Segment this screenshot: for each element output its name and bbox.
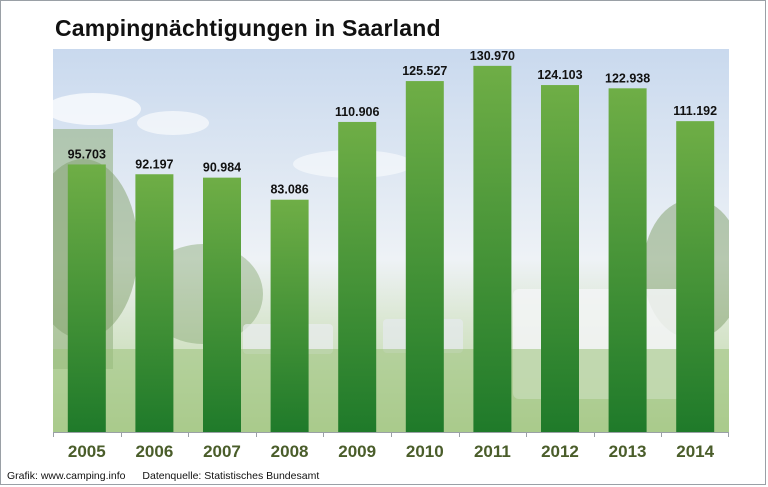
bar-2009 xyxy=(338,121,377,432)
x-tick-mark xyxy=(53,432,54,437)
x-tick-mark xyxy=(728,432,729,437)
x-tick-label-2007: 2007 xyxy=(203,442,241,461)
bar-2010 xyxy=(405,81,444,432)
bar-2005 xyxy=(67,164,106,432)
plot-area: 95.703 92.197 90.984 83.086 110.906 125.527 13… xyxy=(53,49,729,432)
x-tick-mark xyxy=(188,432,190,437)
value-label-2010: 125.527 xyxy=(402,64,447,78)
source-text: Datenquelle: Statistisches Bundesamt xyxy=(142,470,320,482)
value-label-2014: 111.192 xyxy=(673,104,717,118)
x-tick-mark xyxy=(661,432,663,437)
bar-2006 xyxy=(135,174,174,432)
bar-2008 xyxy=(270,199,309,432)
x-tick-mark xyxy=(458,432,460,437)
x-tick-mark xyxy=(391,432,392,437)
value-label-2007: 90.984 xyxy=(203,161,241,175)
x-tick-label-2006: 2006 xyxy=(135,442,174,461)
x-tick-label-2008: 2008 xyxy=(270,442,309,461)
value-label-2012: 124.103 xyxy=(537,68,582,82)
bar-2014 xyxy=(676,121,715,432)
chart-title: Campingnächtigungen in Saarland xyxy=(55,15,441,41)
x-tick-mark xyxy=(120,432,122,437)
credit-text: Grafik: www.camping.info xyxy=(7,470,126,482)
x-tick-label-2012: 2012 xyxy=(541,442,579,461)
x-tick-label-2011: 2011 xyxy=(473,442,511,461)
bar-2012 xyxy=(541,85,579,432)
x-tick-mark xyxy=(323,432,325,437)
bars xyxy=(67,65,715,432)
value-labels: 95.703 92.197 90.984 83.086 110.906 125.527 13… xyxy=(68,49,717,197)
footer: Grafik: www.camping.info Datenquelle: St… xyxy=(7,470,333,482)
value-label-2008: 83.086 xyxy=(270,183,308,197)
bar-2007 xyxy=(203,177,241,432)
x-tick-label-2009: 2009 xyxy=(338,442,377,461)
x-tick-mark xyxy=(593,432,595,437)
x-tick-label-2010: 2010 xyxy=(405,442,444,461)
value-label-2011: 130.970 xyxy=(470,49,515,63)
x-tick-label-2014: 2014 xyxy=(676,442,715,461)
x-tick-mark xyxy=(526,432,528,437)
value-label-2006: 92.197 xyxy=(135,157,173,171)
value-label-2005: 95.703 xyxy=(68,147,106,161)
x-tick-label-2005: 2005 xyxy=(67,442,106,461)
value-label-2009: 110.906 xyxy=(335,105,380,119)
bar-2013 xyxy=(608,88,647,432)
value-label-2013: 122.938 xyxy=(605,71,650,85)
bar-chart: 95.703 92.197 90.984 83.086 110.906 125.527 13… xyxy=(53,49,729,432)
x-axis-ticks: 2005 2006 2007 2008 2009 2010 2011 2012 2013 2014 xyxy=(53,432,729,464)
x-tick-mark xyxy=(255,432,257,437)
bar-2011 xyxy=(473,65,512,432)
x-tick-label-2013: 2013 xyxy=(608,442,647,461)
